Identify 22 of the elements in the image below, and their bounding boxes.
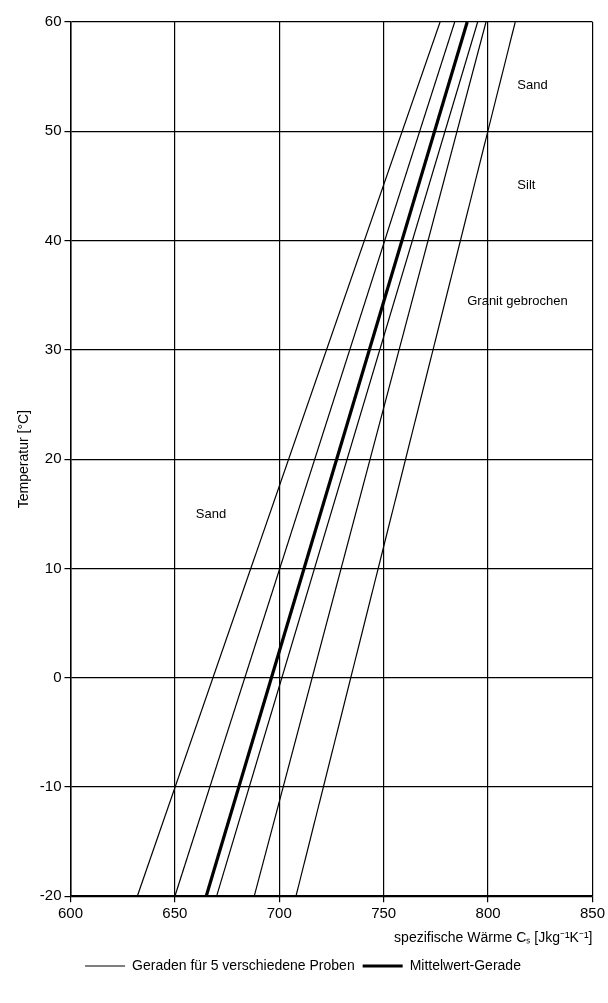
y-tick-label: 60 xyxy=(44,12,62,30)
x-axis-title: spezifische Wärme Cₛ [Jkg⁻¹K⁻¹] xyxy=(394,929,593,946)
y-tick-label: 10 xyxy=(44,558,62,576)
annotation: Silt xyxy=(517,177,536,193)
annotation: Sand xyxy=(195,505,227,521)
y-tick-label: 50 xyxy=(44,121,62,139)
x-tick-label: 600 xyxy=(57,904,83,922)
y-tick-label: 20 xyxy=(44,449,62,467)
y-tick-label: 30 xyxy=(44,339,62,357)
y-axis-title: Temperatur [°C] xyxy=(15,410,32,509)
y-tick-label: 0 xyxy=(53,667,62,685)
x-tick-label: 800 xyxy=(475,904,501,922)
y-tick-label: -10 xyxy=(39,777,62,795)
y-tick-label: 40 xyxy=(44,230,62,248)
legend-label: Mittelwert-Gerade xyxy=(409,956,522,973)
x-tick-label: 700 xyxy=(266,904,292,922)
y-tick-label: -20 xyxy=(39,886,62,904)
x-tick-label: 650 xyxy=(162,904,188,922)
legend-label: Geraden für 5 verschiedene Proben xyxy=(132,956,355,973)
x-tick-label: 850 xyxy=(579,904,605,922)
x-tick-label: 750 xyxy=(371,904,397,922)
annotation: Sand xyxy=(517,77,548,93)
